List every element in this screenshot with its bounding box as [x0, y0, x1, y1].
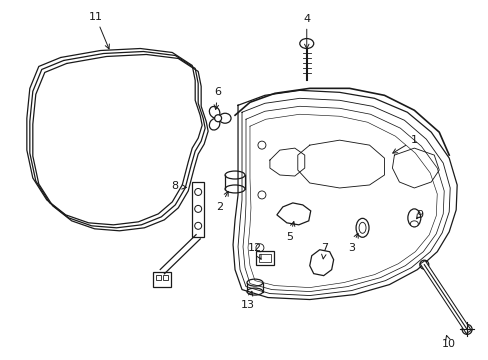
- Circle shape: [194, 222, 201, 229]
- Bar: [153, 272, 171, 287]
- Ellipse shape: [224, 185, 244, 193]
- Text: 8: 8: [171, 181, 186, 191]
- Circle shape: [255, 244, 264, 252]
- Bar: [192, 182, 203, 237]
- Ellipse shape: [407, 209, 420, 227]
- Circle shape: [419, 260, 428, 269]
- Text: 11: 11: [88, 12, 109, 49]
- Bar: [156, 275, 161, 280]
- Bar: [163, 275, 168, 280]
- Ellipse shape: [224, 171, 244, 179]
- Ellipse shape: [358, 222, 366, 233]
- Ellipse shape: [299, 39, 313, 49]
- Text: 1: 1: [392, 135, 417, 153]
- Text: 9: 9: [415, 210, 422, 220]
- Text: 10: 10: [441, 336, 455, 349]
- Text: 2: 2: [216, 192, 228, 212]
- Text: 4: 4: [303, 14, 310, 49]
- Circle shape: [214, 115, 221, 122]
- Ellipse shape: [219, 113, 230, 123]
- Text: 6: 6: [214, 87, 221, 109]
- Circle shape: [258, 141, 265, 149]
- Text: 13: 13: [241, 291, 254, 310]
- Ellipse shape: [209, 118, 220, 130]
- Ellipse shape: [355, 219, 368, 237]
- Text: 3: 3: [347, 233, 358, 253]
- Text: 12: 12: [247, 243, 262, 259]
- Circle shape: [194, 189, 201, 195]
- Ellipse shape: [409, 221, 417, 227]
- Bar: [255, 251, 273, 265]
- Bar: [259, 254, 270, 262]
- Circle shape: [258, 191, 265, 199]
- Ellipse shape: [209, 107, 220, 118]
- Ellipse shape: [246, 288, 263, 295]
- Ellipse shape: [246, 279, 263, 286]
- Circle shape: [194, 206, 201, 212]
- Text: 7: 7: [321, 243, 327, 259]
- Text: 5: 5: [286, 222, 294, 242]
- Circle shape: [461, 324, 471, 334]
